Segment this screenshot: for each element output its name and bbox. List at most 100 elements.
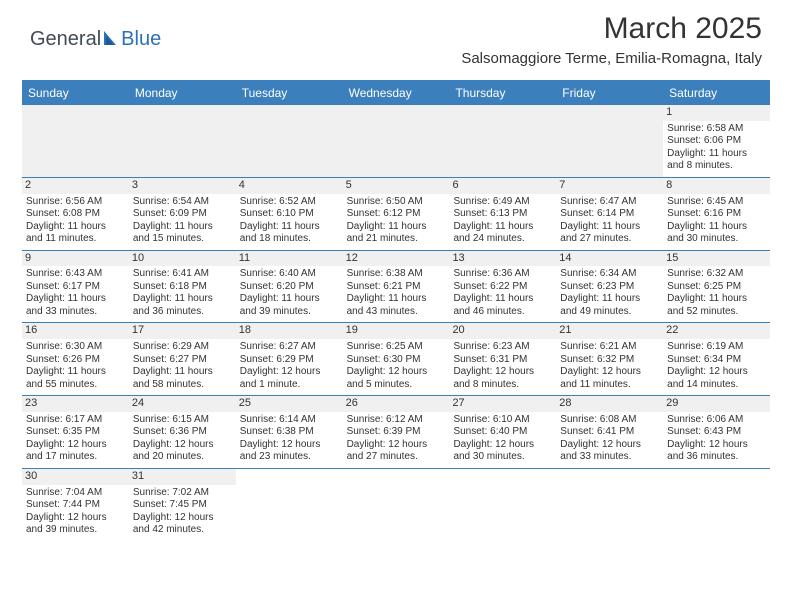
daylight-text: Daylight: 11 hours and 30 minutes.	[667, 221, 766, 246]
sunset-text: Sunset: 6:40 PM	[453, 426, 552, 439]
day-number: 7	[556, 178, 663, 194]
empty-cell	[449, 469, 556, 541]
day-cell: 26 Sunrise: 6:12 AMSunset: 6:39 PMDayligh…	[343, 396, 450, 468]
daylight-text: Daylight: 11 hours and 33 minutes.	[26, 293, 125, 318]
day-cell: 24Sunrise: 6:15 AMSunset: 6:36 PMDayligh…	[129, 396, 236, 468]
day-cell: 6Sunrise: 6:49 AMSunset: 6:13 PMDaylight…	[449, 178, 556, 250]
sunset-text: Sunset: 7:44 PM	[26, 499, 125, 512]
day-cell: 28Sunrise: 6:08 AMSunset: 6:41 PMDayligh…	[556, 396, 663, 468]
page-subtitle: Salsomaggiore Terme, Emilia-Romagna, Ita…	[461, 50, 762, 67]
sunset-text: Sunset: 6:17 PM	[26, 281, 125, 294]
sunset-text: Sunset: 6:38 PM	[240, 426, 339, 439]
sunrise-text: Sunrise: 6:08 AM	[560, 414, 659, 427]
week-row: 30Sunrise: 7:04 AMSunset: 7:44 PMDayligh…	[22, 469, 770, 541]
daylight-text: Daylight: 11 hours and 46 minutes.	[453, 293, 552, 318]
day-number: 5	[343, 178, 450, 194]
week-row: 9Sunrise: 6:43 AMSunset: 6:17 PMDaylight…	[22, 251, 770, 324]
sunset-text: Sunset: 7:45 PM	[133, 499, 232, 512]
sunrise-text: Sunrise: 6:34 AM	[560, 268, 659, 281]
day-number: 13	[449, 251, 556, 267]
day-number: 25	[236, 396, 343, 412]
sunrise-text: Sunrise: 6:47 AM	[560, 196, 659, 209]
day-cell: 18 Sunrise: 6:27 AMSunset: 6:29 PMDayligh…	[236, 323, 343, 395]
day-cell: 23 Sunrise: 6:17 AMSunset: 6:35 PMDayligh…	[22, 396, 129, 468]
sunset-text: Sunset: 6:39 PM	[347, 426, 446, 439]
sunrise-text: Sunrise: 6:14 AM	[240, 414, 339, 427]
dayhead-sunday: Sunday	[22, 82, 129, 105]
empty-cell	[556, 469, 663, 541]
sunset-text: Sunset: 6:08 PM	[26, 208, 125, 221]
daylight-text: Daylight: 12 hours and 14 minutes.	[667, 366, 766, 391]
daylight-text: Daylight: 11 hours and 27 minutes.	[560, 221, 659, 246]
day-cell: 29Sunrise: 6:06 AMSunset: 6:43 PMDayligh…	[663, 396, 770, 468]
sunrise-text: Sunrise: 6:17 AM	[26, 414, 125, 427]
calendar: SundayMondayTuesdayWednesdayThursdayFrid…	[22, 80, 770, 541]
daylight-text: Daylight: 12 hours and 36 minutes.	[667, 439, 766, 464]
day-cell: 27Sunrise: 6:10 AMSunset: 6:40 PMDayligh…	[449, 396, 556, 468]
daylight-text: Daylight: 12 hours and 39 minutes.	[26, 512, 125, 537]
sunrise-text: Sunrise: 6:56 AM	[26, 196, 125, 209]
day-cell: 11Sunrise: 6:40 AMSunset: 6:20 PMDayligh…	[236, 251, 343, 323]
sunset-text: Sunset: 6:31 PM	[453, 354, 552, 367]
dayhead-friday: Friday	[556, 82, 663, 105]
daylight-text: Daylight: 12 hours and 27 minutes.	[347, 439, 446, 464]
empty-cell	[343, 469, 450, 541]
day-number: 10	[129, 251, 236, 267]
day-number: 4	[236, 178, 343, 194]
empty-cell	[22, 105, 129, 177]
sunset-text: Sunset: 6:06 PM	[667, 135, 766, 148]
day-number: 29	[663, 396, 770, 412]
sunrise-text: Sunrise: 6:58 AM	[667, 123, 766, 136]
empty-cell	[129, 105, 236, 177]
day-number: 23	[22, 396, 129, 412]
sunset-text: Sunset: 6:36 PM	[133, 426, 232, 439]
empty-cell	[236, 105, 343, 177]
day-cell: 17Sunrise: 6:29 AMSunset: 6:27 PMDayligh…	[129, 323, 236, 395]
day-number: 3	[129, 178, 236, 194]
daylight-text: Daylight: 11 hours and 49 minutes.	[560, 293, 659, 318]
page-header: GeneralBlue March 2025 Salsomaggiore Ter…	[0, 0, 792, 78]
day-cell: 8Sunrise: 6:45 AMSunset: 6:16 PMDaylight…	[663, 178, 770, 250]
day-cell: 2Sunrise: 6:56 AMSunset: 6:08 PMDaylight…	[22, 178, 129, 250]
sunrise-text: Sunrise: 7:02 AM	[133, 487, 232, 500]
day-cell: 20Sunrise: 6:23 AMSunset: 6:31 PMDayligh…	[449, 323, 556, 395]
sunset-text: Sunset: 6:41 PM	[560, 426, 659, 439]
day-cell: 31Sunrise: 7:02 AMSunset: 7:45 PMDayligh…	[129, 469, 236, 541]
daylight-text: Daylight: 12 hours and 5 minutes.	[347, 366, 446, 391]
logo: GeneralBlue	[30, 28, 161, 53]
daylight-text: Daylight: 12 hours and 11 minutes.	[560, 366, 659, 391]
daylight-text: Daylight: 11 hours and 43 minutes.	[347, 293, 446, 318]
sunset-text: Sunset: 6:09 PM	[133, 208, 232, 221]
day-number: 21	[556, 323, 663, 339]
week-row: 23Sunrise: 6:17 AMSunset: 6:35 PMDayligh…	[22, 396, 770, 469]
day-number: 12	[343, 251, 450, 267]
sunrise-text: Sunrise: 6:27 AM	[240, 341, 339, 354]
day-number: 14	[556, 251, 663, 267]
day-number: 26	[343, 396, 450, 412]
sunset-text: Sunset: 6:43 PM	[667, 426, 766, 439]
daylight-text: Daylight: 12 hours and 17 minutes.	[26, 439, 125, 464]
day-number: 18	[236, 323, 343, 339]
sunset-text: Sunset: 6:29 PM	[240, 354, 339, 367]
sunrise-text: Sunrise: 6:12 AM	[347, 414, 446, 427]
sunrise-text: Sunrise: 6:15 AM	[133, 414, 232, 427]
sunrise-text: Sunrise: 6:49 AM	[453, 196, 552, 209]
sunset-text: Sunset: 6:35 PM	[26, 426, 125, 439]
day-number: 1	[663, 105, 770, 121]
day-cell: 14Sunrise: 6:34 AMSunset: 6:23 PMDayligh…	[556, 251, 663, 323]
day-number: 16	[22, 323, 129, 339]
day-cell: 22Sunrise: 6:19 AMSunset: 6:34 PMDayligh…	[663, 323, 770, 395]
daylight-text: Daylight: 11 hours and 55 minutes.	[26, 366, 125, 391]
day-number: 8	[663, 178, 770, 194]
day-cell: 5Sunrise: 6:50 AMSunset: 6:12 PMDaylight…	[343, 178, 450, 250]
sunrise-text: Sunrise: 6:30 AM	[26, 341, 125, 354]
sunset-text: Sunset: 6:27 PM	[133, 354, 232, 367]
daylight-text: Daylight: 12 hours and 1 minute.	[240, 366, 339, 391]
daylight-text: Daylight: 11 hours and 8 minutes.	[667, 148, 766, 173]
sunrise-text: Sunrise: 6:45 AM	[667, 196, 766, 209]
day-number: 28	[556, 396, 663, 412]
dayhead-tuesday: Tuesday	[236, 82, 343, 105]
day-number: 6	[449, 178, 556, 194]
daylight-text: Daylight: 11 hours and 39 minutes.	[240, 293, 339, 318]
day-number: 9	[22, 251, 129, 267]
